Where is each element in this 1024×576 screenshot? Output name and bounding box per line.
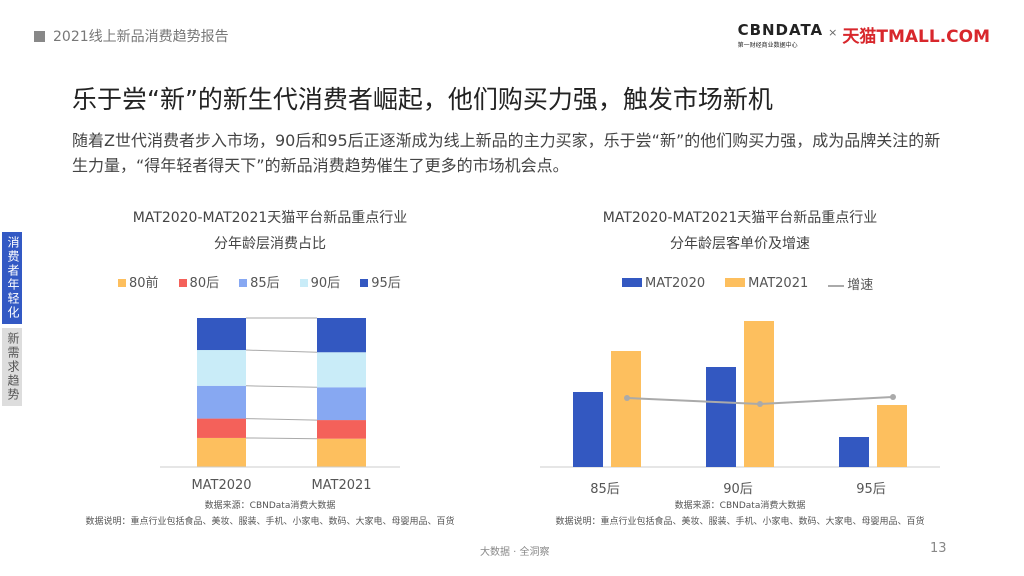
page-number: 13 <box>930 541 947 556</box>
legend-label: 80前 <box>129 276 159 291</box>
growth-point <box>757 401 763 407</box>
connector-line <box>245 385 318 388</box>
bar-segment <box>197 437 246 467</box>
legend-label: 增速 <box>847 278 874 293</box>
bar-segment <box>197 418 246 438</box>
legend-item: 95后 <box>360 272 401 291</box>
bar-segment <box>317 438 366 467</box>
legend-label: 85后 <box>250 276 280 291</box>
cbndata-logo: CBNDATA 第一财经商业数据中心 <box>737 21 824 49</box>
growth-point <box>890 394 896 400</box>
connector-line <box>245 349 318 353</box>
bar <box>611 351 641 467</box>
page-title: 乐于尝“新”的新生代消费者崛起，他们购买力强，触发市场新机 <box>72 85 773 114</box>
legend-label: 80后 <box>189 276 220 291</box>
legend-label: 95后 <box>371 276 401 291</box>
bar <box>744 321 774 467</box>
legend-label: 90后 <box>310 276 341 291</box>
chart1-title: MAT2020-MAT2021天猫平台新品重点行业 分年龄层消费占比 <box>132 210 408 252</box>
footer-slogan: 大数据 · 全洞察 <box>480 547 550 558</box>
connector-line <box>245 418 318 421</box>
side-tab-new-demand[interactable]: 新需求趋势 <box>2 328 22 406</box>
connector-line <box>245 437 318 440</box>
chart1-stacked-bar: MAT2020 MAT2021 <box>160 317 400 493</box>
side-tabs: 消费者年轻化 新需求趋势 <box>2 232 22 406</box>
x-tick-label: MAT2020 <box>191 478 251 493</box>
x-tick-label: 95后 <box>856 482 886 497</box>
bar-segment <box>197 318 246 351</box>
legend-item: MAT2020 <box>622 276 705 291</box>
square-icon <box>34 30 45 42</box>
bar <box>706 367 736 467</box>
legend-item: 90后 <box>299 272 341 291</box>
legend-item: 85后 <box>239 272 280 291</box>
description: 随着Z世代消费者步入市场，90后和95后正逐渐成为线上新品的主力买家，乐于尝“新… <box>72 131 941 175</box>
chart2-notes: 数据来源：CBNData消费大数据 数据说明：重点行业包括食品、美妆、服装、手机、… <box>555 501 925 527</box>
bar <box>573 392 603 467</box>
report-name: 2021线上新品消费趋势报告 <box>53 29 229 45</box>
legend-label: MAT2021 <box>748 276 809 291</box>
chart1-notes: 数据来源：CBNData消费大数据 数据说明：重点行业包括食品、美妆、服装、手机、… <box>85 501 455 527</box>
bar <box>839 437 869 467</box>
side-tab-young-consumers[interactable]: 消费者年轻化 <box>2 232 22 324</box>
chart2-title: MAT2020-MAT2021天猫平台新品重点行业 分年龄层客单价及增速 <box>602 210 878 252</box>
bar-segment <box>317 318 366 353</box>
bar-segment <box>197 385 246 419</box>
logos: CBNDATA 第一财经商业数据中心 × 天猫TMALL.COM <box>738 22 990 54</box>
bar <box>877 405 907 467</box>
legend-item: 80后 <box>178 272 220 291</box>
bar-segment <box>197 350 246 386</box>
growth-point <box>624 395 630 401</box>
x-tick-label: MAT2021 <box>311 478 371 493</box>
report-header: 2021线上新品消费趋势报告 <box>34 26 229 46</box>
legend-item: MAT2021 <box>725 276 808 291</box>
bar-segment <box>317 387 366 421</box>
x-tick-label: 90后 <box>723 482 753 497</box>
x-tick-label: 85后 <box>590 482 620 497</box>
legend-item: 80前 <box>118 272 159 291</box>
bar-segment <box>317 352 366 388</box>
logo-separator: × <box>828 26 838 39</box>
tmall-logo: 天猫TMALL.COM <box>842 27 990 47</box>
bar-segment <box>317 420 366 439</box>
legend-label: MAT2020 <box>645 276 706 291</box>
chart2-legend: MAT2020 MAT2021 增速 <box>622 274 873 293</box>
legend-item: 增速 <box>828 274 873 293</box>
chart2-bar-line: 85后 90后 95后 <box>540 321 940 497</box>
chart1-legend: 80前 80后 85后 90后 95后 <box>118 272 401 291</box>
